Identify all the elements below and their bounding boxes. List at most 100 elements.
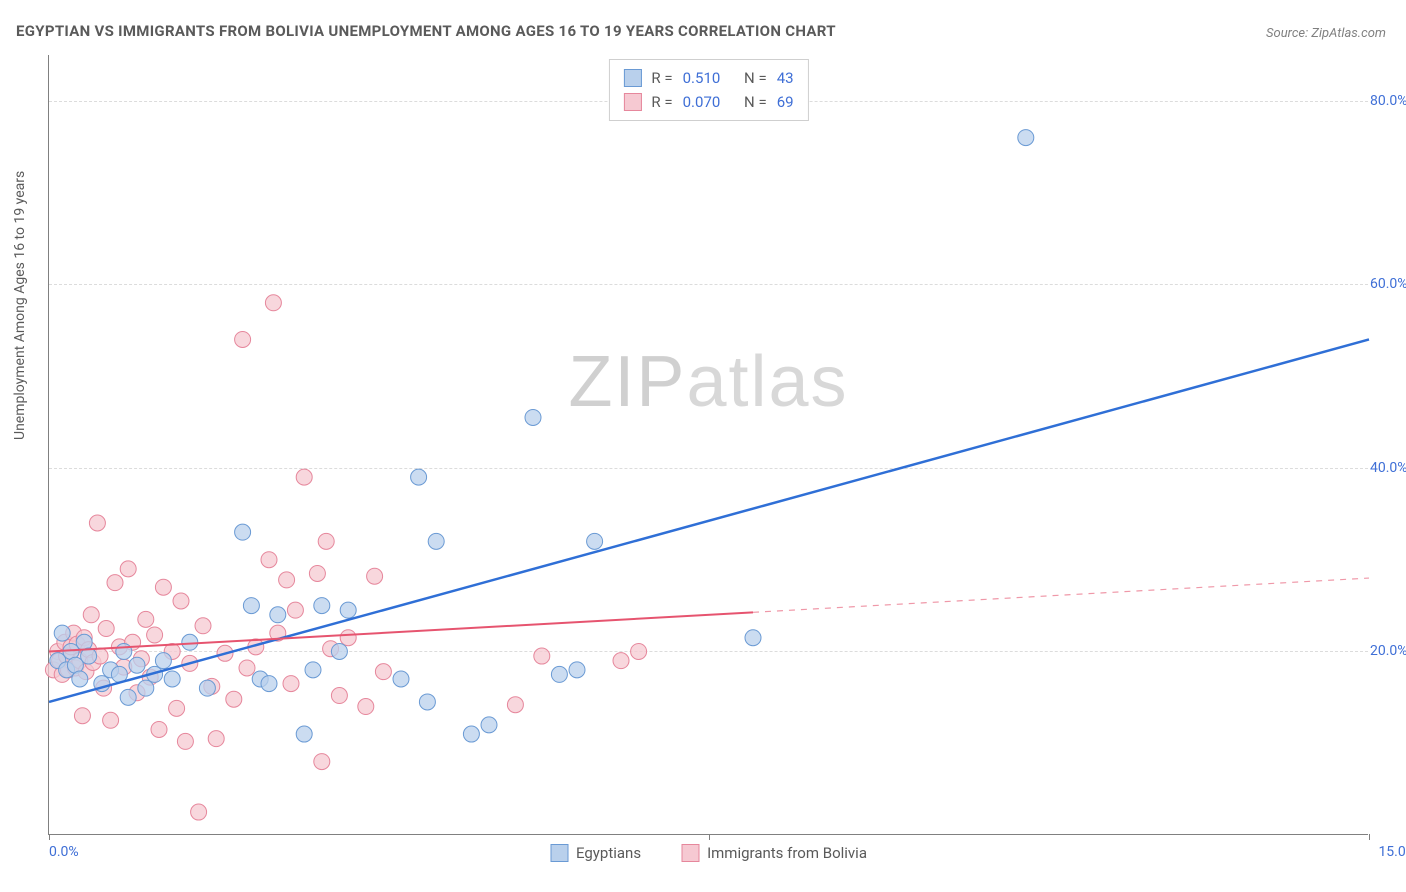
scatter-point <box>125 634 141 650</box>
watermark-thin: atlas <box>686 342 848 422</box>
scatter-point <box>318 533 334 549</box>
trend-line <box>49 339 1369 701</box>
scatter-point <box>155 653 171 669</box>
scatter-point <box>67 660 83 676</box>
y-tick-label: 60.0% <box>1370 276 1406 292</box>
scatter-point <box>59 648 75 664</box>
scatter-point <box>138 680 154 696</box>
scatter-point <box>54 666 70 682</box>
scatter-point <box>54 625 70 641</box>
legend-swatch-egyptians-b <box>550 844 568 862</box>
scatter-point <box>45 662 61 678</box>
scatter-point <box>142 669 158 685</box>
scatter-point <box>147 627 163 643</box>
scatter-point <box>76 634 92 650</box>
scatter-point <box>66 625 82 641</box>
legend-stats-row-1: R = 0.510 N = 43 <box>623 66 793 90</box>
legend-label-bolivia: Immigrants from Bolivia <box>707 844 867 862</box>
legend-swatch-egyptians <box>623 69 641 87</box>
scatter-point <box>74 708 90 724</box>
trend-line-dashed <box>753 578 1369 612</box>
scatter-point <box>279 572 295 588</box>
scatter-point <box>507 697 523 713</box>
scatter-point <box>358 699 374 715</box>
scatter-point <box>151 721 167 737</box>
scatter-point <box>1018 130 1034 146</box>
trend-line <box>49 612 753 651</box>
scatter-point <box>107 575 123 591</box>
scatter-point <box>534 648 550 664</box>
scatter-point <box>96 680 112 696</box>
r-value-1: 0.510 <box>683 66 721 90</box>
scatter-point <box>243 598 259 614</box>
scatter-point <box>331 688 347 704</box>
scatter-point <box>481 717 497 733</box>
legend-item-egyptians: Egyptians <box>550 844 641 862</box>
scatter-point <box>235 331 251 347</box>
scatter-point <box>252 671 268 687</box>
n-label: N = <box>744 90 767 114</box>
scatter-point <box>164 671 180 687</box>
scatter-point <box>83 607 99 623</box>
scatter-point <box>745 630 761 646</box>
x-tick-label-min: 0.0% <box>49 844 79 860</box>
scatter-point <box>270 625 286 641</box>
scatter-point <box>367 568 383 584</box>
legend-series: Egyptians Immigrants from Bolivia <box>550 844 867 862</box>
scatter-point <box>569 662 585 678</box>
n-value-1: 43 <box>777 66 794 90</box>
scatter-point <box>208 731 224 747</box>
scatter-point <box>129 657 145 673</box>
scatter-point <box>191 804 207 820</box>
gridline <box>49 651 1368 652</box>
legend-swatch-bolivia-b <box>681 844 699 862</box>
scatter-point <box>226 691 242 707</box>
scatter-point <box>239 660 255 676</box>
scatter-point <box>323 641 339 657</box>
r-value-2: 0.070 <box>683 90 721 114</box>
gridline <box>49 468 1368 469</box>
r-label: R = <box>651 90 672 114</box>
scatter-point <box>419 694 435 710</box>
scatter-point <box>111 639 127 655</box>
scatter-point <box>283 676 299 692</box>
scatter-point <box>411 469 427 485</box>
svg-overlay <box>49 55 1369 835</box>
x-tick <box>1369 834 1370 840</box>
scatter-point <box>138 611 154 627</box>
scatter-point <box>57 634 73 650</box>
scatter-point <box>177 733 193 749</box>
legend-label-egyptians: Egyptians <box>576 844 641 862</box>
scatter-point <box>261 552 277 568</box>
scatter-point <box>340 602 356 618</box>
y-axis-label: Unemployment Among Ages 16 to 19 years <box>12 171 28 440</box>
legend-stats: R = 0.510 N = 43 R = 0.070 N = 69 <box>608 59 808 121</box>
scatter-point <box>52 653 68 669</box>
scatter-point <box>270 607 286 623</box>
scatter-point <box>235 524 251 540</box>
y-tick-label: 20.0% <box>1370 643 1406 659</box>
scatter-point <box>340 630 356 646</box>
scatter-point <box>182 634 198 650</box>
scatter-point <box>72 671 88 687</box>
scatter-point <box>103 662 119 678</box>
scatter-point <box>133 651 149 667</box>
legend-item-bolivia: Immigrants from Bolivia <box>681 844 867 862</box>
scatter-point <box>120 689 136 705</box>
legend-swatch-bolivia <box>623 93 641 111</box>
scatter-point <box>195 618 211 634</box>
scatter-point <box>463 726 479 742</box>
scatter-point <box>60 662 76 678</box>
scatter-point <box>287 602 303 618</box>
scatter-point <box>261 676 277 692</box>
scatter-point <box>111 666 127 682</box>
scatter-point <box>129 685 145 701</box>
scatter-point <box>81 642 97 658</box>
scatter-point <box>63 639 79 655</box>
watermark: ZIPatlas <box>568 341 848 423</box>
watermark-bold: ZIP <box>568 342 686 422</box>
r-label: R = <box>651 66 672 90</box>
scatter-point <box>314 598 330 614</box>
scatter-point <box>265 295 281 311</box>
scatter-point <box>94 676 110 692</box>
